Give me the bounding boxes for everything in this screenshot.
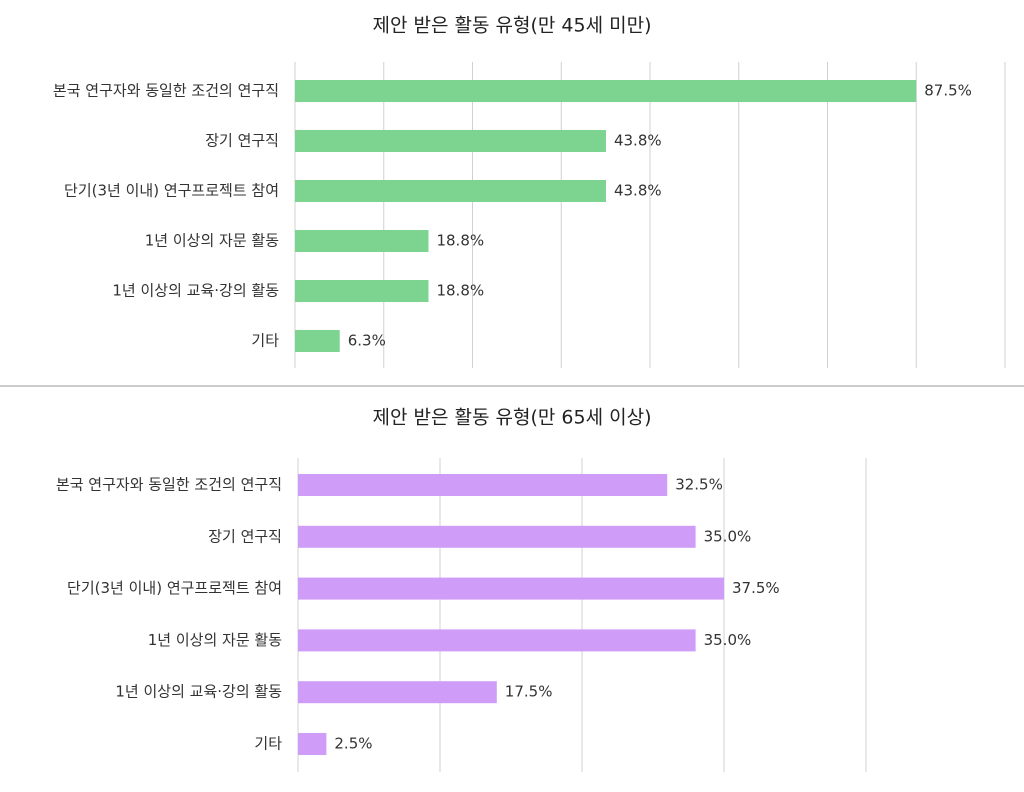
value-label: 2.5% xyxy=(334,735,372,753)
chart-title: 제안 받은 활동 유형(만 45세 미만) xyxy=(373,15,652,37)
category-label: 단기(3년 이내) 연구프로젝트 참여 xyxy=(67,579,282,597)
value-label: 18.8% xyxy=(436,282,484,300)
category-label: 단기(3년 이내) 연구프로젝트 참여 xyxy=(64,182,279,200)
value-label: 37.5% xyxy=(732,579,780,597)
value-label: 35.0% xyxy=(704,631,752,649)
bar xyxy=(295,230,429,252)
bar xyxy=(295,130,606,152)
category-label: 장기 연구직 xyxy=(205,132,279,150)
bar xyxy=(298,474,668,496)
bar xyxy=(295,280,429,302)
value-label: 35.0% xyxy=(704,527,752,545)
chart-title: 제안 받은 활동 유형(만 65세 이상) xyxy=(373,407,652,429)
category-label: 1년 이상의 교육·강의 활동 xyxy=(115,683,282,701)
category-label: 기타 xyxy=(254,735,282,753)
category-label: 1년 이상의 교육·강의 활동 xyxy=(112,282,279,300)
category-label: 기타 xyxy=(251,332,279,350)
value-label: 32.5% xyxy=(675,476,723,494)
bar xyxy=(295,180,606,202)
category-label: 본국 연구자와 동일한 조건의 연구직 xyxy=(56,476,282,494)
value-label: 43.8% xyxy=(614,132,662,150)
value-label: 17.5% xyxy=(505,683,553,701)
bar xyxy=(295,80,917,102)
value-label: 87.5% xyxy=(924,82,972,100)
bar xyxy=(298,681,497,704)
category-label: 1년 이상의 자문 활동 xyxy=(145,232,279,250)
value-label: 43.8% xyxy=(614,182,662,200)
bar xyxy=(295,330,340,352)
category-label: 본국 연구자와 동일한 조건의 연구직 xyxy=(53,82,279,100)
bar xyxy=(298,525,696,548)
bar xyxy=(298,629,696,652)
category-label: 1년 이상의 자문 활동 xyxy=(148,631,282,649)
value-label: 18.8% xyxy=(436,232,484,250)
value-label: 6.3% xyxy=(348,332,386,350)
bar xyxy=(298,733,327,755)
category-label: 장기 연구직 xyxy=(208,527,282,545)
bar xyxy=(298,577,724,600)
